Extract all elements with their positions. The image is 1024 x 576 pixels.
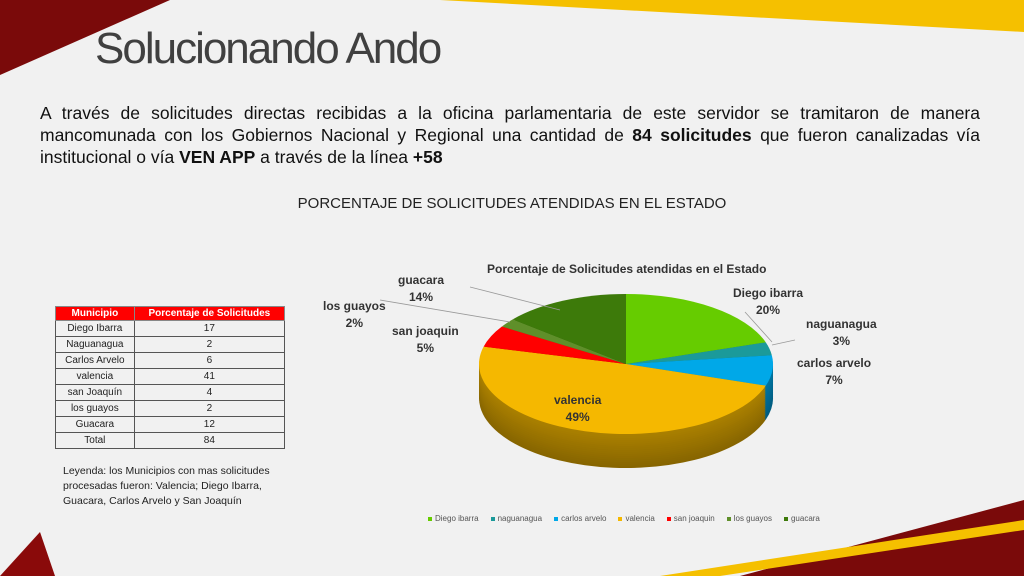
table-row: Carlos Arvelo 6 [55, 352, 286, 369]
table-cell: Total [55, 432, 135, 449]
table-row: san Joaquín 4 [55, 384, 286, 401]
table-header: Porcentaje de Solicitudes [133, 306, 286, 321]
table-header: Municipio [55, 306, 135, 321]
legend-label: Diego ibarra [435, 514, 479, 523]
legend-item: valencia [618, 514, 655, 523]
pie-slice-naguanagua[interactable] [626, 342, 772, 364]
legend-item: san joaquin [666, 514, 715, 523]
table-cell: 84 [133, 432, 286, 449]
legend-item: guacara [783, 514, 820, 523]
legend-label: carlos arvelo [561, 514, 607, 523]
leader-line [379, 299, 511, 323]
legend-swatch [618, 516, 623, 521]
table-row: valencia 41 [55, 368, 286, 385]
legend-label: guacara [790, 514, 820, 523]
legend-label: naguanagua [497, 514, 543, 523]
pie-slice-san-joaquin[interactable] [483, 326, 626, 364]
legend-item: Diego ibarra [428, 514, 479, 523]
page-title: Solucionando Ando [95, 24, 442, 73]
legend-swatch [726, 516, 731, 521]
data-label-naguanagua: naguanagua 3% [806, 317, 877, 348]
chart-legend: Diego ibarra naguanagua carlos arvelo valen… [428, 514, 820, 523]
legend-note: Leyenda: los Municipios con mas solicitu… [63, 465, 270, 507]
legend-label: valencia [625, 514, 655, 523]
pie-slice-guacara[interactable] [512, 294, 626, 364]
legend-item: los guayos [726, 514, 772, 523]
legend-item: carlos arvelo [554, 514, 606, 523]
legend-swatch [666, 516, 671, 521]
table-row: Guacara 12 [55, 416, 286, 433]
data-label-valencia: valencia 49% [554, 393, 602, 424]
leader-line [744, 311, 773, 343]
data-label-guacara: guacara 14% [398, 273, 445, 304]
section-title: PORCENTAJE DE SOLICITUDES ATENDIDAS EN E… [297, 195, 727, 212]
table-row: Total 84 [55, 432, 286, 449]
pie-slice-carlos-arvelo[interactable] [626, 355, 773, 386]
legend-label: san joaquin [673, 514, 715, 523]
data-label-carlos: carlos arvelo 7% [797, 356, 872, 387]
data-label-sanjoaquin: san joaquin 5% [392, 324, 459, 355]
leader-line [469, 286, 561, 311]
chart-title: Porcentaje de Solicitudes atendidas en e… [487, 262, 767, 276]
legend-swatch [490, 516, 495, 521]
pie-slice-Diego-ibarra[interactable] [626, 294, 766, 364]
leader-line [771, 339, 796, 346]
data-label-diego: Diego ibarra 20% [733, 286, 804, 317]
table-row: Diego Ibarra 17 [55, 320, 286, 337]
legend-swatch [783, 516, 788, 521]
intro-paragraph: A través de solicitudes directas recibid… [40, 103, 980, 167]
pie-slice-valencia[interactable] [479, 346, 766, 434]
municipio-table: Municipio Porcentaje de Solicitudes Diego… [55, 306, 286, 449]
legend-item: naguanagua [490, 514, 543, 523]
legend-swatch [428, 516, 432, 521]
pie-slice-los-guayos[interactable] [501, 319, 626, 364]
data-label-losguayos: los guayos 2% [323, 299, 386, 330]
table-row: los guayos 2 [55, 400, 286, 417]
legend-label: los guayos [733, 514, 772, 523]
legend-swatch [554, 516, 559, 521]
